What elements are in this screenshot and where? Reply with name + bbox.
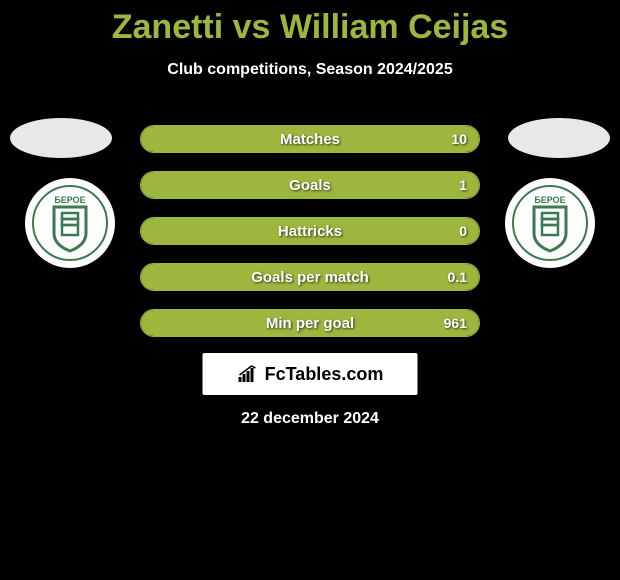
stat-label: Goals per match — [251, 269, 369, 286]
stat-row-hattricks: Hattricks 0 — [140, 217, 480, 245]
stat-value: 961 — [444, 315, 467, 331]
stat-row-min-per-goal: Min per goal 961 — [140, 309, 480, 337]
subtitle: Club competitions, Season 2024/2025 — [0, 61, 620, 79]
chart-icon — [237, 365, 259, 383]
stat-row-goals-per-match: Goals per match 0.1 — [140, 263, 480, 291]
club-badge-right: БЕРОЕ — [505, 178, 595, 268]
stat-row-matches: Matches 10 — [140, 125, 480, 153]
date-text: 22 december 2024 — [241, 410, 379, 428]
stat-label: Matches — [280, 131, 340, 148]
stats-container: Matches 10 Goals 1 Hattricks 0 Goals per… — [140, 125, 480, 355]
brand-box: FcTables.com — [203, 353, 418, 395]
badge-text-right: БЕРОЕ — [534, 195, 565, 205]
brand-text: FcTables.com — [265, 364, 384, 385]
stat-value: 10 — [451, 131, 467, 147]
stat-value: 0 — [459, 223, 467, 239]
stat-value: 0.1 — [448, 269, 467, 285]
stat-label: Hattricks — [278, 223, 342, 240]
club-badge-left: БЕРОЕ — [25, 178, 115, 268]
badge-text-left: БЕРОЕ — [54, 195, 85, 205]
player-avatar-right — [508, 118, 610, 158]
beroe-shield-icon: БЕРОЕ — [32, 185, 108, 261]
stat-label: Goals — [289, 177, 331, 194]
page-title: Zanetti vs William Ceijas — [0, 0, 620, 47]
beroe-shield-icon: БЕРОЕ — [512, 185, 588, 261]
stat-value: 1 — [459, 177, 467, 193]
player-avatar-left — [10, 118, 112, 158]
stat-row-goals: Goals 1 — [140, 171, 480, 199]
stat-label: Min per goal — [266, 315, 354, 332]
